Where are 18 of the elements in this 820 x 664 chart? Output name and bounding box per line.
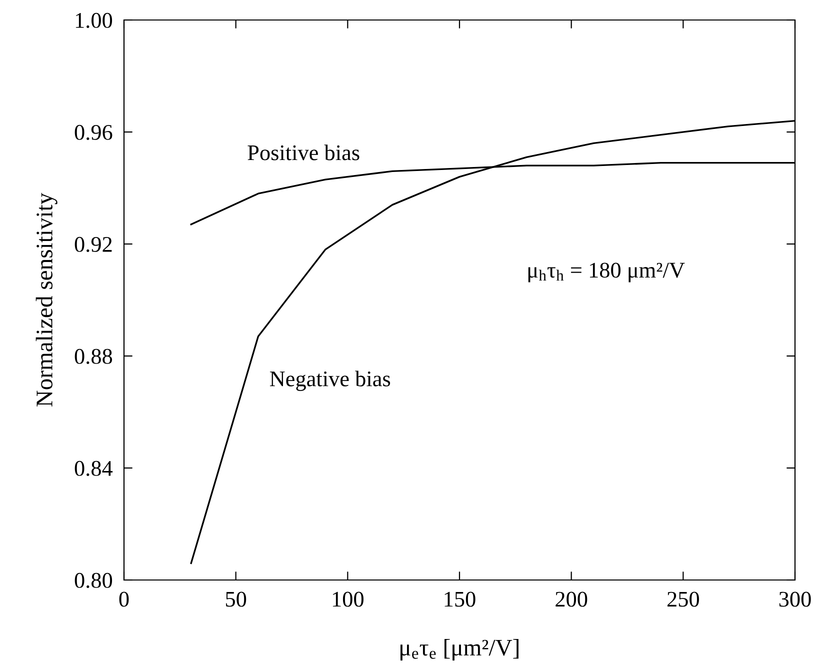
y-tick-label: 0.88 <box>74 348 112 364</box>
annotation: μ$_{h}$τ$_{h}$ = 180 μm²/V <box>528 262 685 282</box>
series-label: Negative bias <box>270 370 390 391</box>
y-axis-title: Normalized sensitivity <box>36 192 58 407</box>
x-tick-label: 300 <box>779 592 811 607</box>
x-tick-label: 0 <box>119 592 129 607</box>
x-tick-label: 200 <box>556 592 588 607</box>
x-tick-label: 50 <box>226 592 246 607</box>
x-axis-title: μ$_{e}$τ$_{e}$ [μm²/V] <box>400 639 518 660</box>
y-tick-label: 0.80 <box>74 572 112 588</box>
series-label: Positive bias <box>248 144 360 160</box>
x-tick-label: 150 <box>444 592 476 607</box>
y-tick-label: 0.96 <box>74 124 112 140</box>
y-tick-label: 0.92 <box>74 236 112 252</box>
x-tick-label: 250 <box>667 592 699 607</box>
y-tick-label: 1.00 <box>76 12 112 28</box>
x-tick-label: 100 <box>332 592 364 607</box>
y-tick-label: 0.84 <box>74 460 113 476</box>
